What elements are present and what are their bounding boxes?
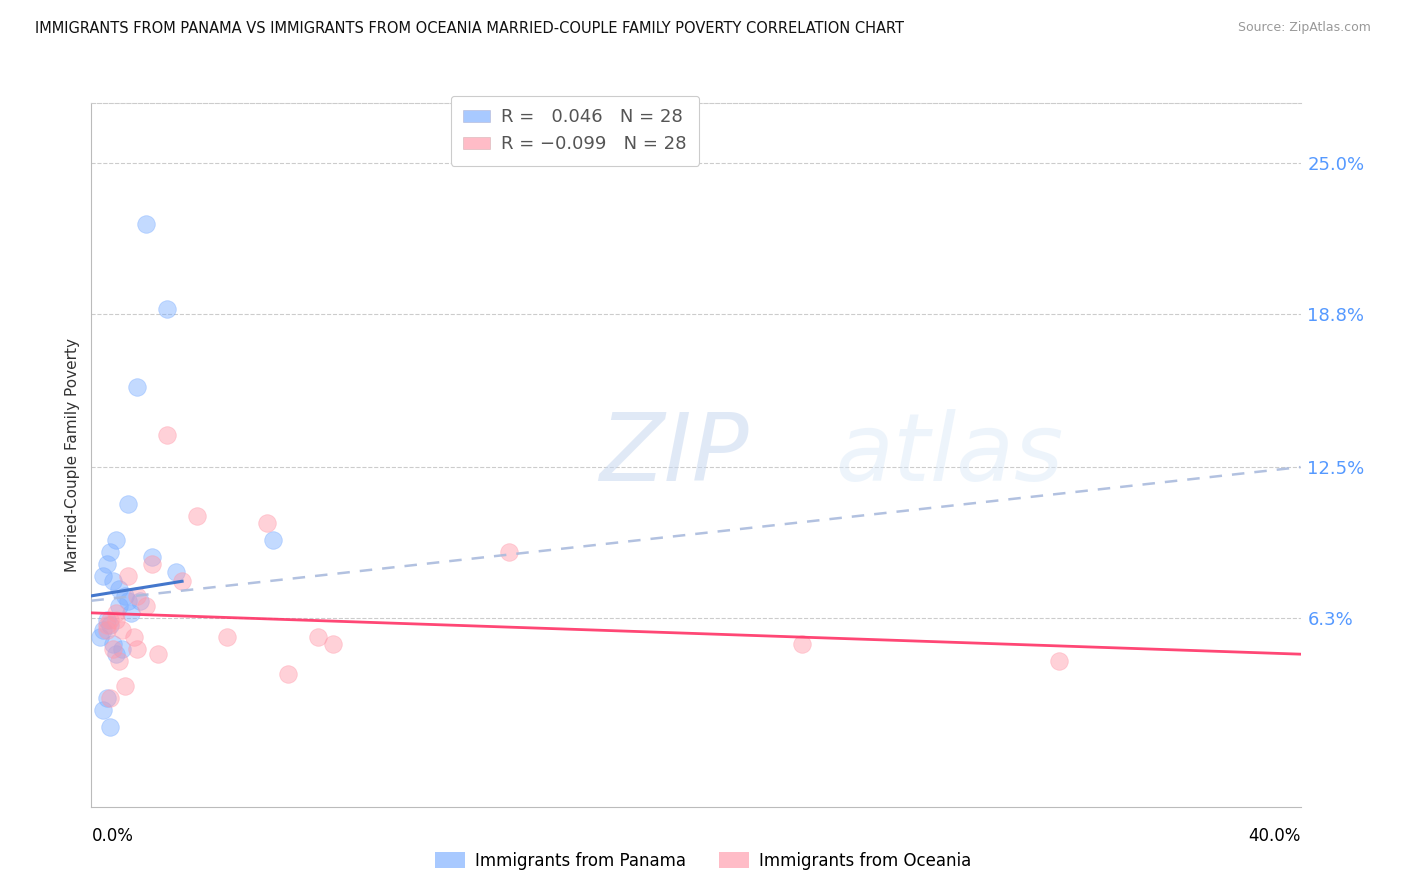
Text: IMMIGRANTS FROM PANAMA VS IMMIGRANTS FROM OCEANIA MARRIED-COUPLE FAMILY POVERTY : IMMIGRANTS FROM PANAMA VS IMMIGRANTS FRO… xyxy=(35,21,904,36)
Point xyxy=(125,642,148,657)
Point xyxy=(93,623,115,637)
Point xyxy=(156,428,179,442)
Point xyxy=(111,642,132,657)
Point xyxy=(96,690,118,705)
Point xyxy=(114,679,136,693)
Point xyxy=(104,606,127,620)
Legend: R =   0.046   N = 28, R = −0.099   N = 28: R = 0.046 N = 28, R = −0.099 N = 28 xyxy=(451,95,699,166)
Point xyxy=(165,565,187,579)
Point xyxy=(217,630,239,644)
Point xyxy=(128,593,150,607)
Point xyxy=(156,302,179,317)
Point xyxy=(107,599,129,613)
Point xyxy=(141,549,163,564)
Text: Source: ZipAtlas.com: Source: ZipAtlas.com xyxy=(1237,21,1371,34)
Point xyxy=(117,593,139,607)
Point xyxy=(114,589,136,603)
Point xyxy=(107,582,129,596)
Point xyxy=(125,589,148,603)
Point xyxy=(120,606,142,620)
Point xyxy=(98,720,121,734)
Point xyxy=(111,623,132,637)
Y-axis label: Married-Couple Family Poverty: Married-Couple Family Poverty xyxy=(65,338,80,572)
Point xyxy=(498,545,520,559)
Point xyxy=(107,655,129,669)
Point xyxy=(322,637,344,651)
Point xyxy=(101,642,124,657)
Point xyxy=(172,574,194,589)
Point xyxy=(101,574,124,589)
Point xyxy=(96,623,118,637)
Point xyxy=(101,637,124,651)
Point xyxy=(104,533,127,547)
Point xyxy=(98,613,121,627)
Point xyxy=(135,599,157,613)
Point xyxy=(256,516,278,530)
Point xyxy=(122,630,145,644)
Text: 0.0%: 0.0% xyxy=(91,827,134,845)
Point xyxy=(96,613,118,627)
Text: 40.0%: 40.0% xyxy=(1249,827,1301,845)
Point xyxy=(96,618,118,632)
Point xyxy=(141,558,163,572)
Point xyxy=(146,647,169,661)
Point xyxy=(186,508,208,523)
Point xyxy=(104,647,127,661)
Point xyxy=(125,380,148,394)
Point xyxy=(1047,655,1070,669)
Point xyxy=(790,637,813,651)
Point xyxy=(96,558,118,572)
Point xyxy=(117,569,139,583)
Point xyxy=(262,533,284,547)
Point xyxy=(117,496,139,510)
Point xyxy=(93,703,115,717)
Point xyxy=(98,618,121,632)
Point xyxy=(277,666,299,681)
Legend: Immigrants from Panama, Immigrants from Oceania: Immigrants from Panama, Immigrants from … xyxy=(427,846,979,877)
Point xyxy=(98,690,121,705)
Point xyxy=(307,630,329,644)
Point xyxy=(104,613,127,627)
Point xyxy=(89,630,111,644)
Text: ZIP: ZIP xyxy=(599,409,749,500)
Text: atlas: atlas xyxy=(835,409,1063,500)
Point xyxy=(98,545,121,559)
Point xyxy=(135,217,157,231)
Point xyxy=(93,569,115,583)
